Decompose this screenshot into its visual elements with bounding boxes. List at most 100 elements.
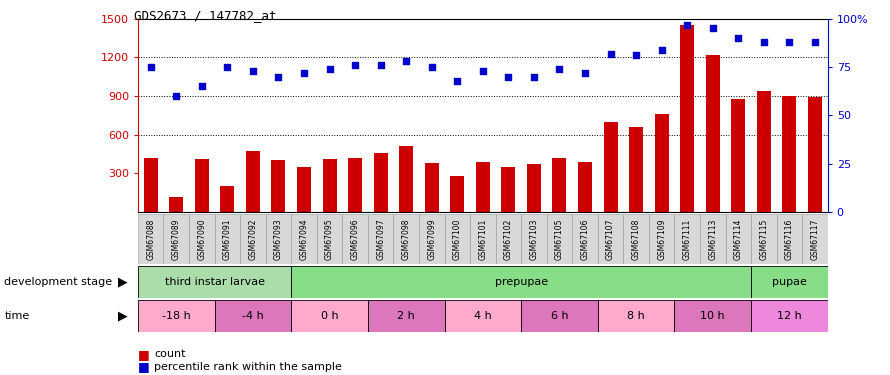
- Bar: [368, 300, 444, 332]
- Bar: [777, 214, 802, 264]
- Text: ■: ■: [138, 348, 150, 361]
- Text: GSM67100: GSM67100: [453, 218, 462, 260]
- Text: GSM67101: GSM67101: [478, 218, 488, 260]
- Bar: [189, 214, 214, 264]
- Text: 6 h: 6 h: [551, 311, 569, 321]
- Bar: [522, 300, 598, 332]
- Text: GSM67092: GSM67092: [248, 218, 257, 260]
- Point: [425, 64, 439, 70]
- Bar: [368, 214, 393, 264]
- Bar: [393, 214, 419, 264]
- Point: [654, 46, 668, 53]
- Bar: [751, 300, 828, 332]
- Text: GSM67090: GSM67090: [198, 218, 206, 260]
- Bar: [214, 300, 291, 332]
- Bar: [450, 176, 465, 212]
- Point: [578, 70, 592, 76]
- Text: GSM67103: GSM67103: [530, 218, 538, 260]
- Text: percentile rank within the sample: percentile rank within the sample: [154, 362, 342, 372]
- Bar: [419, 214, 444, 264]
- Text: GSM67109: GSM67109: [657, 218, 666, 260]
- Text: GSM67089: GSM67089: [172, 218, 181, 260]
- Text: 2 h: 2 h: [397, 311, 415, 321]
- Bar: [756, 91, 771, 212]
- Point: [527, 74, 541, 80]
- Point: [756, 39, 771, 45]
- Text: 0 h: 0 h: [320, 311, 338, 321]
- Text: GSM67113: GSM67113: [708, 218, 717, 260]
- Text: GSM67107: GSM67107: [606, 218, 615, 260]
- Bar: [343, 214, 368, 264]
- Bar: [623, 214, 649, 264]
- Text: GSM67108: GSM67108: [632, 218, 641, 260]
- Bar: [808, 97, 822, 212]
- Text: GSM67099: GSM67099: [427, 218, 436, 260]
- Bar: [246, 152, 260, 212]
- Bar: [782, 96, 797, 212]
- Point: [808, 39, 822, 45]
- Bar: [470, 214, 496, 264]
- Bar: [214, 214, 240, 264]
- Bar: [297, 167, 311, 212]
- Bar: [522, 214, 546, 264]
- Text: GDS2673 / 147782_at: GDS2673 / 147782_at: [134, 9, 276, 22]
- Text: third instar larvae: third instar larvae: [165, 277, 264, 287]
- Bar: [675, 300, 751, 332]
- Text: GSM67093: GSM67093: [274, 218, 283, 260]
- Bar: [496, 214, 522, 264]
- Bar: [706, 55, 720, 212]
- Point: [143, 64, 158, 70]
- Text: ■: ■: [138, 360, 150, 373]
- Point: [475, 68, 490, 74]
- Bar: [700, 214, 725, 264]
- Bar: [527, 164, 541, 212]
- Bar: [655, 114, 668, 212]
- Text: 12 h: 12 h: [777, 311, 802, 321]
- Bar: [195, 159, 209, 212]
- Text: GSM67098: GSM67098: [401, 218, 410, 260]
- Bar: [732, 99, 745, 212]
- Point: [348, 62, 362, 68]
- Point: [782, 39, 797, 45]
- Text: -4 h: -4 h: [242, 311, 263, 321]
- Bar: [751, 266, 828, 298]
- Bar: [501, 167, 515, 212]
- Point: [680, 21, 694, 27]
- Point: [629, 53, 643, 58]
- Bar: [598, 214, 623, 264]
- Bar: [553, 158, 567, 212]
- Point: [399, 58, 413, 64]
- Point: [553, 66, 567, 72]
- Bar: [221, 186, 234, 212]
- Bar: [138, 214, 164, 264]
- Text: GSM67114: GSM67114: [733, 218, 743, 260]
- Bar: [476, 162, 490, 212]
- Text: time: time: [4, 311, 29, 321]
- Bar: [317, 214, 343, 264]
- Bar: [240, 214, 266, 264]
- Text: GSM67111: GSM67111: [683, 218, 692, 259]
- Point: [169, 93, 183, 99]
- Text: ▶: ▶: [118, 309, 128, 322]
- Text: GSM67105: GSM67105: [555, 218, 564, 260]
- Bar: [374, 153, 388, 212]
- Bar: [680, 25, 694, 212]
- Bar: [675, 214, 700, 264]
- Bar: [138, 300, 214, 332]
- Bar: [546, 214, 572, 264]
- Point: [246, 68, 260, 74]
- Bar: [572, 214, 598, 264]
- Text: prepupae: prepupae: [495, 277, 547, 287]
- Text: GSM67102: GSM67102: [504, 218, 513, 260]
- Point: [374, 62, 388, 68]
- Bar: [138, 266, 291, 298]
- Text: count: count: [154, 350, 185, 359]
- Text: GSM67097: GSM67097: [376, 218, 385, 260]
- Bar: [348, 158, 362, 212]
- Text: 10 h: 10 h: [700, 311, 725, 321]
- Bar: [725, 214, 751, 264]
- Bar: [578, 162, 592, 212]
- Bar: [291, 214, 317, 264]
- Bar: [598, 300, 675, 332]
- Bar: [444, 300, 522, 332]
